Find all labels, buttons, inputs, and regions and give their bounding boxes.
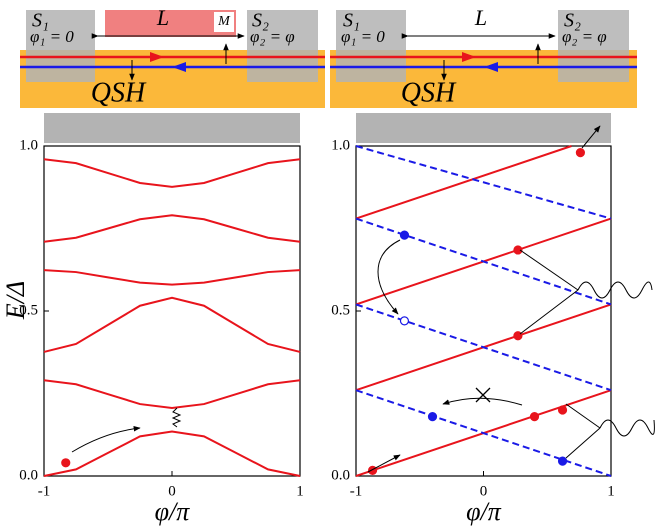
label: φ₁ = 0 xyxy=(341,27,385,46)
plot-frame xyxy=(44,146,300,476)
marker xyxy=(559,457,567,465)
y-tick-label: 1.0 xyxy=(331,137,350,153)
label: QSH xyxy=(91,77,147,108)
x-tick-label: 1 xyxy=(607,483,615,499)
curve xyxy=(44,159,300,187)
marker xyxy=(576,149,584,157)
x-axis-label: φ/π xyxy=(155,497,191,526)
plot-frame xyxy=(356,146,611,476)
marker xyxy=(62,459,70,467)
label: L xyxy=(156,5,169,30)
label: QSH xyxy=(401,77,457,108)
schematic-right: S₁ φ₁ = 0 L S₂ φ₂ = φ QSH xyxy=(330,5,637,108)
curve xyxy=(356,146,571,219)
curve xyxy=(356,146,611,219)
marker xyxy=(531,413,539,421)
label: φ₂ = φ xyxy=(562,27,607,46)
x-tick-label: 1 xyxy=(296,483,304,499)
gap-bar xyxy=(356,113,611,143)
marker xyxy=(400,231,408,239)
y-tick-label: 0.0 xyxy=(331,467,350,483)
curve xyxy=(44,298,300,352)
label: φ₁ = 0 xyxy=(30,27,74,46)
x-tick-label: -1 xyxy=(38,483,51,499)
x-axis-label: φ/π xyxy=(466,497,502,526)
schematic-left: S₁ φ₁ = 0 L M S₂ φ₂ = φ QSH xyxy=(20,5,325,108)
y-tick-label: 1.0 xyxy=(19,137,38,153)
label: M xyxy=(217,14,231,29)
marker xyxy=(559,406,567,414)
curve xyxy=(44,270,300,285)
curve xyxy=(44,215,300,241)
y-tick-label: 0.5 xyxy=(331,302,350,318)
y-tick-label: 0.0 xyxy=(19,467,38,483)
y-axis-label: E/Δ xyxy=(1,281,30,320)
x-tick-label: -1 xyxy=(350,483,363,499)
figure: S₁ φ₁ = 0 L M S₂ φ₂ = φ QSH S₁ φ₁ = 0 L … xyxy=(0,0,656,531)
label: φ₂ = φ xyxy=(250,27,295,46)
marker xyxy=(429,413,437,421)
annotations xyxy=(72,126,654,472)
curve xyxy=(44,431,300,476)
gap-bar xyxy=(44,113,300,143)
label: L xyxy=(474,5,487,30)
page: {"schematic": {"left": {"s1": "S₁", "phi… xyxy=(0,0,656,531)
marker xyxy=(400,317,408,325)
curve xyxy=(44,380,300,408)
